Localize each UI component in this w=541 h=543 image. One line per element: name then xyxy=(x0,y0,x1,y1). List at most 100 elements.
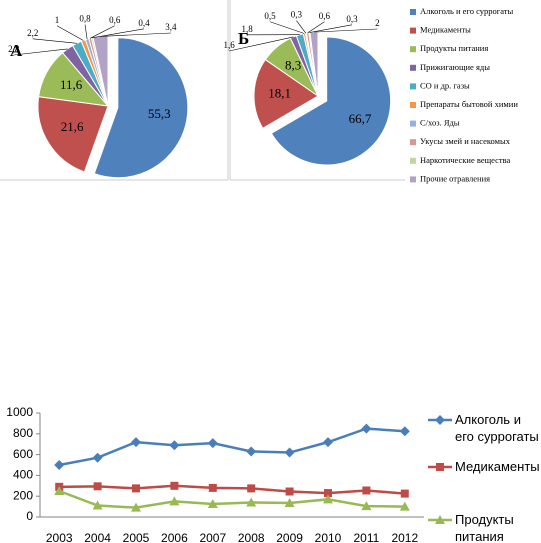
legend-label: Укусы змей и насекомых xyxy=(420,136,511,146)
data-label: 1,6 xyxy=(224,40,236,50)
series-line xyxy=(58,427,405,467)
point xyxy=(169,496,180,506)
leader-line xyxy=(32,38,77,44)
legend-label: Алкоголь и его суррогаты xyxy=(420,6,513,16)
legend-swatch xyxy=(410,102,416,108)
y-tick-label: 0 xyxy=(26,509,33,523)
point xyxy=(54,460,65,470)
leader-line xyxy=(89,25,115,39)
point xyxy=(132,484,140,493)
legend-label: Медикаменты xyxy=(455,459,540,474)
leader-line xyxy=(100,32,171,37)
data-label: 21,6 xyxy=(61,119,84,134)
point xyxy=(285,487,294,496)
data-label: 11,6 xyxy=(60,77,83,92)
legend-swatch xyxy=(410,46,416,53)
x-tick-label: 2005 xyxy=(123,531,150,543)
point xyxy=(435,415,445,425)
point xyxy=(207,499,218,508)
data-label: 0,6 xyxy=(319,11,331,21)
point xyxy=(246,446,257,457)
x-tick-label: 2010 xyxy=(315,531,342,543)
data-label: 1 xyxy=(55,15,60,25)
point xyxy=(436,463,444,471)
point xyxy=(361,423,372,434)
data-label: 0,5 xyxy=(264,11,276,21)
point xyxy=(247,484,256,493)
point xyxy=(131,502,141,512)
data-label: 0,3 xyxy=(346,14,358,24)
x-tick-label: 2011 xyxy=(353,531,379,543)
point xyxy=(170,481,179,490)
point xyxy=(93,482,102,491)
x-tick-label: 2003 xyxy=(46,531,73,543)
leader-line xyxy=(309,24,353,33)
point xyxy=(323,494,333,504)
x-tick-label: 2007 xyxy=(199,531,226,543)
point xyxy=(92,500,103,510)
data-label: 0,6 xyxy=(109,15,121,25)
leader-line xyxy=(269,21,305,34)
x-tick-label: 2009 xyxy=(276,531,303,543)
point xyxy=(54,486,65,495)
legend-label: Продукты питания xyxy=(455,512,514,543)
legend-swatch xyxy=(410,139,416,146)
point xyxy=(324,489,332,498)
legend-swatch xyxy=(410,157,416,164)
y-tick-label: 200 xyxy=(13,488,33,502)
data-label: 0,8 xyxy=(79,14,91,24)
data-label: 2,2 xyxy=(27,28,38,38)
leader-line xyxy=(307,21,325,34)
point xyxy=(362,486,371,495)
data-label: 66,7 xyxy=(349,111,372,126)
series-line xyxy=(58,489,405,509)
data-label: 3,4 xyxy=(165,22,177,32)
legend-label: Препараты бытовой химии xyxy=(420,99,518,109)
point xyxy=(284,447,295,458)
data-label: 2,8 xyxy=(8,44,20,54)
leader-line xyxy=(13,48,68,56)
point xyxy=(131,437,141,448)
point xyxy=(435,515,445,524)
data-label: 2 xyxy=(375,18,380,28)
point xyxy=(208,483,217,492)
y-tick-label: 600 xyxy=(13,447,33,461)
pie-slice xyxy=(93,37,189,179)
legend-swatch xyxy=(410,120,416,127)
y-tick-label: 800 xyxy=(13,426,33,440)
point xyxy=(400,489,409,498)
data-label: 18,1 xyxy=(268,86,291,101)
data-label: 55,3 xyxy=(148,106,171,121)
data-label: 1,8 xyxy=(241,24,253,34)
panel-label: Б xyxy=(238,29,249,48)
leader-line xyxy=(313,28,378,33)
data-label: 0,4 xyxy=(138,18,150,28)
x-tick-label: 2004 xyxy=(84,531,111,543)
point xyxy=(323,437,333,448)
point xyxy=(399,426,410,437)
legend-swatch xyxy=(410,9,416,15)
leader-line xyxy=(296,20,307,34)
pie-slice xyxy=(253,58,319,130)
legend-label: Прижигающие яды xyxy=(420,62,490,72)
legend-label: Продукты питания xyxy=(420,43,488,53)
pie-slice xyxy=(37,96,109,173)
legend-label: Медикаменты xyxy=(420,25,471,35)
point xyxy=(207,438,218,449)
legend-swatch xyxy=(410,83,416,90)
legend-label: Прочие отравления xyxy=(420,173,490,183)
pie-slice xyxy=(270,36,392,166)
x-tick-label: 2012 xyxy=(391,531,418,543)
series-line xyxy=(59,484,405,495)
y-tick-label: 400 xyxy=(13,468,33,482)
x-tick-label: 2008 xyxy=(238,531,265,543)
leader-line xyxy=(84,24,88,40)
leader-line xyxy=(229,36,294,52)
data-label: 0,3 xyxy=(291,10,303,20)
legend-swatch xyxy=(410,176,416,183)
legend-label: Наркотические вещества xyxy=(420,155,511,165)
point xyxy=(284,497,295,507)
x-tick-label: 2006 xyxy=(161,531,188,543)
